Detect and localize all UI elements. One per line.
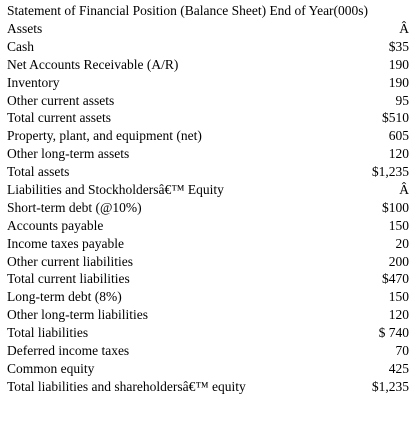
row-label: Other current assets xyxy=(7,92,115,108)
statement-row: Total liabilities and shareholdersâ€™ eq… xyxy=(7,378,409,396)
row-value: 190 xyxy=(388,56,409,72)
row-value: 190 xyxy=(388,74,409,90)
statement-row: Assets Â xyxy=(7,20,409,38)
row-label: Other long-term liabilities xyxy=(7,307,148,323)
row-value: 200 xyxy=(388,253,409,269)
row-value: 120 xyxy=(388,146,409,162)
row-label: Total current assets xyxy=(7,110,112,126)
row-label: Accounts payable xyxy=(7,217,104,233)
statement-row: Inventory 190 xyxy=(7,74,409,92)
row-label: Common equity xyxy=(7,360,95,376)
statement-row: Net Accounts Receivable (A/R) 190 xyxy=(7,56,409,74)
statement-row: Income taxes payable 20 xyxy=(7,235,409,253)
row-value: $1,235 xyxy=(371,378,409,394)
row-value: 70 xyxy=(395,343,410,359)
row-label: Short-term debt (@10%) xyxy=(7,199,142,215)
row-label: Cash xyxy=(7,38,34,54)
statement-row: Other long-term liabilities 120 xyxy=(7,306,409,324)
row-value: 425 xyxy=(388,360,409,376)
statement-row: Other current liabilities 200 xyxy=(7,253,409,271)
row-value: Â xyxy=(399,21,409,36)
row-label: Total current liabilities xyxy=(7,271,130,287)
row-label: Long-term debt (8%) xyxy=(7,289,122,305)
row-value: 95 xyxy=(395,92,410,108)
statement-row: Total current assets $510 xyxy=(7,109,409,127)
statement-row: Property, plant, and equipment (net) 605 xyxy=(7,127,409,145)
row-label: Total liabilities xyxy=(7,325,89,341)
statement-row: Other current assets 95 xyxy=(7,92,409,110)
row-value: 150 xyxy=(388,289,409,305)
row-label: Deferred income taxes xyxy=(7,343,130,359)
row-label: Assets xyxy=(7,21,43,36)
row-value: $470 xyxy=(382,271,409,287)
row-label: Total liabilities and shareholdersâ€™ eq… xyxy=(7,378,246,394)
statement-row: Accounts payable 150 xyxy=(7,217,409,235)
row-label: Net Accounts Receivable (A/R) xyxy=(7,56,179,72)
row-label: Liabilities and Stockholdersâ€™ Equity xyxy=(7,182,224,198)
row-value: 150 xyxy=(388,217,409,233)
row-value: 120 xyxy=(388,307,409,323)
row-value: $100 xyxy=(382,199,409,215)
statement-row: Deferred income taxes 70 xyxy=(7,342,409,360)
statement-row: Total liabilities $ 740 xyxy=(7,324,409,342)
row-value: $35 xyxy=(388,38,409,54)
statement-row: Cash $35 xyxy=(7,38,409,56)
row-value: $ 740 xyxy=(378,325,409,341)
row-label: Total assets xyxy=(7,164,70,180)
row-value: 20 xyxy=(395,235,410,251)
row-label: Inventory xyxy=(7,74,60,90)
row-label: Income taxes payable xyxy=(7,235,124,251)
row-value: $1,235 xyxy=(371,164,409,180)
statement-row: Common equity 425 xyxy=(7,360,409,378)
row-value: Â xyxy=(399,182,409,198)
row-value: 605 xyxy=(388,128,409,144)
statement-rows: Assets Â Cash $35 Net Accounts Receivable (A… xyxy=(7,20,409,396)
statement-row: Long-term debt (8%) 150 xyxy=(7,288,409,306)
statement-title: Statement of Financial Position (Balance… xyxy=(7,3,369,18)
statement-row: Liabilities and Stockholdersâ€™ Equity Â xyxy=(7,181,409,199)
row-label: Other long-term assets xyxy=(7,146,130,162)
row-label: Property, plant, and equipment (net) xyxy=(7,128,202,144)
row-label: Other current liabilities xyxy=(7,253,133,269)
statement-row: Short-term debt (@10%) $100 xyxy=(7,199,409,217)
statement-row: Total current liabilities $470 xyxy=(7,270,409,288)
statement-row: Total assets $1,235 xyxy=(7,163,409,181)
row-value: $510 xyxy=(382,110,409,126)
statement-row: Other long-term assets 120 xyxy=(7,145,409,163)
